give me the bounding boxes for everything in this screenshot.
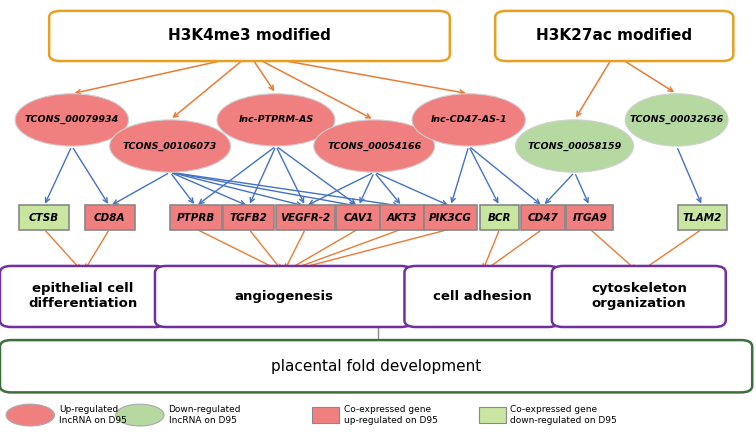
Text: placental fold development: placental fold development bbox=[271, 359, 482, 374]
FancyBboxPatch shape bbox=[276, 205, 335, 230]
Ellipse shape bbox=[314, 120, 435, 172]
FancyBboxPatch shape bbox=[380, 205, 424, 230]
Text: TCONS_00032636: TCONS_00032636 bbox=[630, 116, 723, 124]
Ellipse shape bbox=[625, 94, 728, 146]
Text: TCONS_00054166: TCONS_00054166 bbox=[327, 142, 421, 150]
Text: TCONS_00106073: TCONS_00106073 bbox=[123, 142, 217, 150]
Text: epithelial cell
differentiation: epithelial cell differentiation bbox=[29, 283, 138, 310]
FancyBboxPatch shape bbox=[566, 205, 613, 230]
FancyBboxPatch shape bbox=[19, 205, 69, 230]
Ellipse shape bbox=[6, 404, 54, 426]
Text: PIK3CG: PIK3CG bbox=[429, 213, 472, 222]
FancyBboxPatch shape bbox=[0, 266, 166, 327]
FancyBboxPatch shape bbox=[155, 266, 412, 327]
FancyBboxPatch shape bbox=[404, 266, 559, 327]
Text: TCONS_00058159: TCONS_00058159 bbox=[528, 142, 621, 150]
Text: cell adhesion: cell adhesion bbox=[432, 290, 531, 303]
Text: VEGFR-2: VEGFR-2 bbox=[280, 213, 330, 222]
FancyBboxPatch shape bbox=[0, 340, 752, 392]
Text: H3K4me3 modified: H3K4me3 modified bbox=[168, 28, 331, 44]
Text: angiogenesis: angiogenesis bbox=[234, 290, 333, 303]
Text: TGFB2: TGFB2 bbox=[230, 213, 268, 222]
Ellipse shape bbox=[110, 120, 231, 172]
FancyBboxPatch shape bbox=[521, 205, 565, 230]
Text: H3K27ac modified: H3K27ac modified bbox=[536, 28, 692, 44]
Text: Down-regulated
lncRNA on D95: Down-regulated lncRNA on D95 bbox=[169, 405, 241, 425]
FancyBboxPatch shape bbox=[678, 205, 727, 230]
FancyBboxPatch shape bbox=[312, 407, 339, 423]
FancyBboxPatch shape bbox=[552, 266, 726, 327]
Text: TLAM2: TLAM2 bbox=[683, 213, 722, 222]
Text: Co-expressed gene
up-regulated on D95: Co-expressed gene up-regulated on D95 bbox=[344, 405, 438, 425]
Ellipse shape bbox=[217, 94, 335, 146]
FancyBboxPatch shape bbox=[480, 205, 519, 230]
FancyBboxPatch shape bbox=[424, 205, 477, 230]
Text: ITGA9: ITGA9 bbox=[572, 213, 607, 222]
Text: lnc-CD47-AS-1: lnc-CD47-AS-1 bbox=[430, 116, 507, 124]
Ellipse shape bbox=[516, 120, 634, 172]
Ellipse shape bbox=[15, 94, 129, 146]
Text: Co-expressed gene
down-regulated on D95: Co-expressed gene down-regulated on D95 bbox=[510, 405, 617, 425]
Text: cytoskeleton
organization: cytoskeleton organization bbox=[591, 283, 686, 310]
Text: CTSB: CTSB bbox=[29, 213, 59, 222]
Ellipse shape bbox=[412, 94, 525, 146]
Text: Up-regulated
lncRNA on D95: Up-regulated lncRNA on D95 bbox=[59, 405, 127, 425]
Text: CD8A: CD8A bbox=[94, 213, 125, 222]
FancyBboxPatch shape bbox=[495, 11, 733, 61]
FancyBboxPatch shape bbox=[85, 205, 135, 230]
Text: AKT3: AKT3 bbox=[387, 213, 417, 222]
FancyBboxPatch shape bbox=[336, 205, 380, 230]
Text: BCR: BCR bbox=[488, 213, 512, 222]
Ellipse shape bbox=[116, 404, 164, 426]
Text: TCONS_00079934: TCONS_00079934 bbox=[25, 116, 119, 124]
Text: CD47: CD47 bbox=[528, 213, 558, 222]
FancyBboxPatch shape bbox=[170, 205, 222, 230]
Text: CAV1: CAV1 bbox=[343, 213, 373, 222]
Text: PTPRB: PTPRB bbox=[177, 213, 215, 222]
FancyBboxPatch shape bbox=[479, 407, 506, 423]
Text: lnc-PTPRM-AS: lnc-PTPRM-AS bbox=[238, 116, 314, 124]
FancyBboxPatch shape bbox=[223, 205, 274, 230]
FancyBboxPatch shape bbox=[49, 11, 450, 61]
